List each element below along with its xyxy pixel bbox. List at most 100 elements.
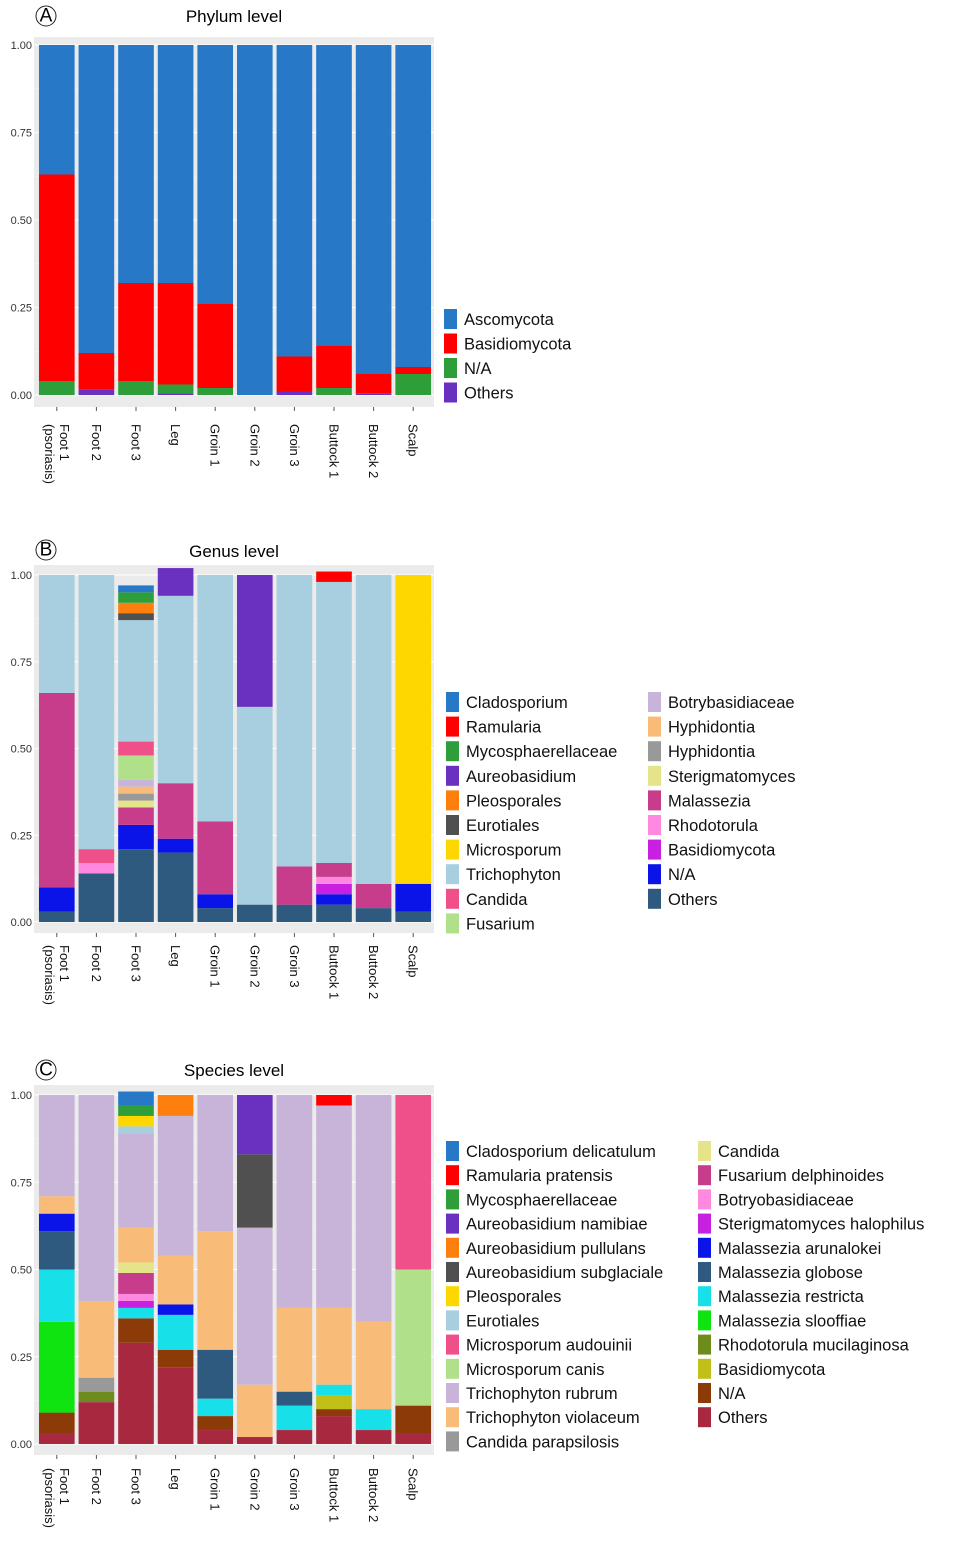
legend-label-sterigmatomyces: Sterigmatomyces — [668, 768, 795, 786]
bar-segment-botryobasidiaceae — [118, 1293, 154, 1301]
y-tick-label: 0.00 — [11, 917, 32, 929]
bar-segment-others — [395, 911, 432, 922]
x-tick-label: Buttock 2 — [366, 945, 381, 999]
bar-segment-rhodotorula-mucilaginosa — [78, 1391, 115, 1403]
bar-segment-n-a — [197, 388, 234, 395]
panel-letter: A — [40, 6, 53, 27]
legend-swatch-fusarium-delphinoides — [698, 1165, 711, 1186]
bar-segment-trichophyton — [316, 581, 352, 864]
x-tick-label: Foot 1(psoriasis) — [42, 945, 72, 1005]
legend-swatch-eurotiales — [446, 815, 459, 835]
bar-segment-hyphidontia — [118, 786, 154, 794]
bar-segment-botrybasidiaceae — [118, 779, 154, 787]
y-tick-label: 0.50 — [11, 744, 32, 756]
bar-segment-trichophyton-violaceum — [157, 1255, 194, 1305]
bar-segment-fusarium-delphinoides — [118, 1272, 154, 1294]
legend-swatch-aureobasidium-namibiae — [446, 1213, 459, 1234]
bar-segment-trichophyton-rubrum — [78, 1095, 115, 1301]
x-tick-label: Groin 2 — [247, 424, 262, 467]
bar-segment-basidiomycota — [78, 353, 115, 390]
legend-swatch-malassezia — [648, 790, 661, 811]
bar-segment-others — [236, 904, 273, 922]
bar-segment-others — [395, 1433, 432, 1444]
legend-label-trichophyton-rubrum: Trichophyton rubrum — [466, 1385, 618, 1403]
y-tick-label: 0.50 — [11, 215, 32, 227]
legend-label-others: Others — [718, 1409, 768, 1427]
y-tick-label: 0.00 — [11, 390, 32, 402]
legend-swatch-microsporum — [446, 839, 459, 860]
bar-segment-n-a — [157, 384, 194, 394]
legend-label-basidiomycota: Basidiomycota — [718, 1361, 826, 1379]
bar-segment-microsporum — [395, 575, 432, 884]
bar-segment-trichophyton-violaceum — [78, 1300, 115, 1378]
legend-swatch-n-a — [648, 864, 661, 885]
legend-swatch-others — [648, 888, 661, 909]
y-tick-label: 0.00 — [11, 1439, 32, 1451]
panel-letter: B — [40, 540, 53, 561]
legend-label-hyphidontia: Hyphidontia — [668, 743, 756, 761]
chart-title: Phylum level — [186, 7, 282, 26]
legend-swatch-cladosporium — [446, 692, 459, 712]
bar-segment-trichophyton — [38, 575, 75, 693]
panel-letter-circle — [35, 5, 57, 27]
bar-segment-basidiomycota — [197, 304, 234, 388]
bar-segment-n-a — [316, 894, 352, 905]
y-tick-label: 0.25 — [11, 1352, 32, 1364]
legend-label-hyphidontia: Hyphidontia — [668, 719, 756, 737]
legend-swatch-pleosporales — [446, 790, 459, 811]
legend-label-aureobasidium: Aureobasidium — [466, 768, 576, 786]
bar-segment-basidiomycota — [316, 346, 352, 388]
bar-segment-malassezia-arunalokei — [157, 1304, 194, 1315]
bar-segment-eurotiales — [118, 1126, 154, 1134]
bar-segment-n-a — [197, 894, 234, 909]
legend-label-basidiomycota: Basidiomycota — [464, 336, 572, 354]
legend-swatch-malassezia-slooffiae — [698, 1310, 711, 1331]
legend-swatch-sterigmatomyces — [648, 765, 661, 786]
bar-segment-n-a — [38, 1412, 75, 1434]
bar-segment-basidiomycota — [276, 356, 313, 392]
bar-segment-aureobasidium-pullulans — [157, 1095, 194, 1116]
legend-swatch-pleosporales — [446, 1286, 459, 1307]
x-tick-label: Leg — [168, 945, 183, 967]
legend-swatch-ramularia — [446, 716, 459, 737]
x-tick-label: Foot 1(psoriasis) — [42, 424, 72, 484]
legend-label-mycosphaerellaceae: Mycosphaerellaceae — [466, 743, 617, 761]
bar-segment-malassezia — [316, 863, 352, 877]
legend-swatch-cladosporium-delicatulum — [446, 1141, 459, 1161]
x-tick-label: Groin 3 — [287, 1468, 302, 1511]
x-tick-label: Groin 1 — [208, 945, 223, 988]
legend-label-n-a: N/A — [718, 1385, 746, 1403]
legend-swatch-microsporum-audouinii — [446, 1334, 459, 1355]
legend-label-trichophyton-violaceum: Trichophyton violaceum — [466, 1409, 640, 1427]
bar-segment-others — [78, 389, 115, 395]
legend-swatch-hyphidontia — [648, 741, 661, 762]
bar-segment-trichophyton-rubrum — [236, 1227, 273, 1385]
legend-swatch-malassezia-restricta — [698, 1286, 711, 1307]
bar-segment-trichophyton-violaceum — [38, 1196, 75, 1214]
bar-segment-others — [197, 908, 234, 922]
legend-swatch-rhodotorula-mucilaginosa — [698, 1334, 711, 1355]
bar-segment-trichophyton-violaceum — [236, 1384, 273, 1438]
legend-label-basidiomycota: Basidiomycota — [668, 842, 776, 860]
bar-segment-aureobasidium-subglaciale — [236, 1154, 273, 1228]
legend-label-ramularia: Ramularia — [466, 719, 542, 737]
bar-segment-others — [355, 1430, 392, 1444]
bar-segment-malassezia-restricta — [38, 1269, 75, 1322]
legend-swatch-aureobasidium-subglaciale — [446, 1262, 459, 1282]
bar-segment-trichophyton — [157, 595, 194, 784]
legend-label-mycosphaerellaceae: Mycosphaerellaceae — [466, 1191, 617, 1209]
legend-label-aureobasidium-pullulans: Aureobasidium pullulans — [466, 1240, 646, 1258]
legend-label-malassezia-restricta: Malassezia restricta — [718, 1288, 865, 1306]
bar-segment-trichophyton — [118, 620, 154, 742]
legend-swatch-eurotiales — [446, 1310, 459, 1331]
panel-b: B Genus level 0.00 0.25 0.50 0.75 1.00 Foot 1(p… — [11, 539, 795, 1005]
x-tick-label: Foot 3 — [129, 1468, 144, 1505]
bar-segment-trichophyton — [355, 575, 392, 884]
legend-swatch-others — [444, 382, 457, 403]
bar-segment-ramularia — [316, 571, 352, 582]
bar-segment-ascomycota — [78, 45, 115, 353]
legend-label-aureobasidium-namibiae: Aureobasidium namibiae — [466, 1216, 648, 1234]
bar-segment-candida — [78, 849, 115, 864]
bar-segment-others — [78, 1402, 115, 1444]
panel-c: C Species level 0.00 0.25 0.50 0.75 1.00 Foot 1… — [11, 1059, 924, 1528]
